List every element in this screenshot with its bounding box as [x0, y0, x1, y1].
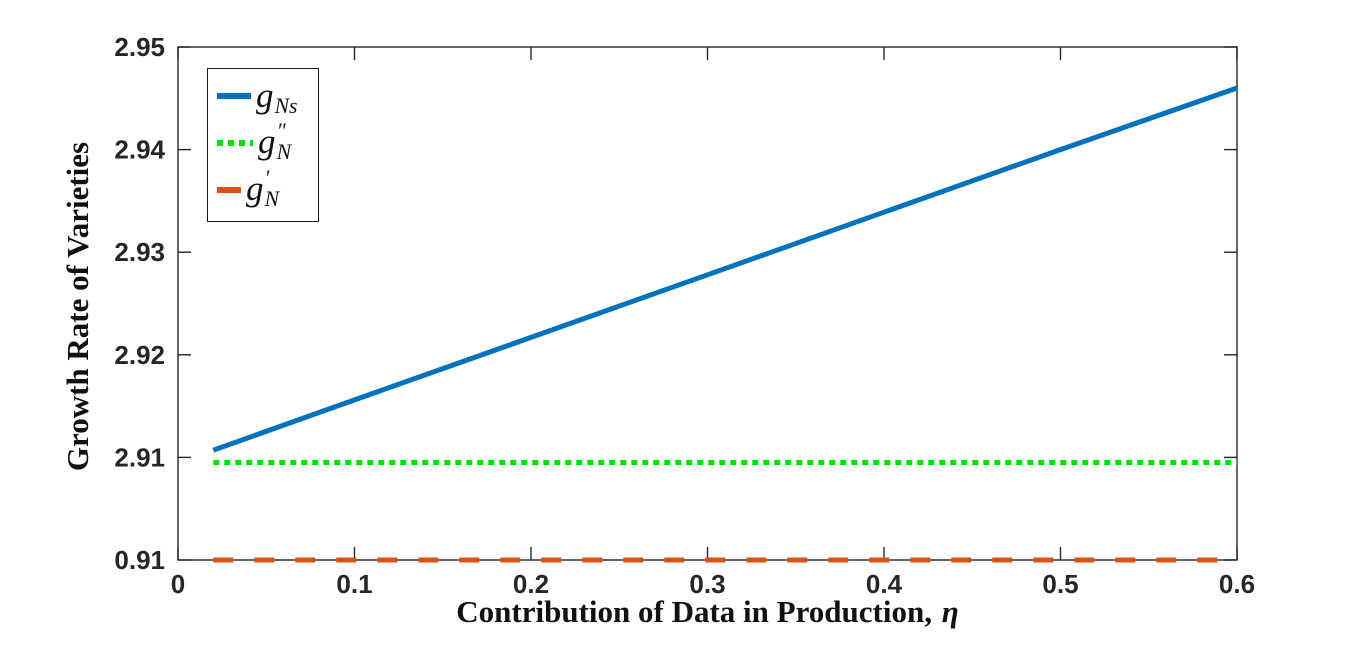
x-tick-label-1: 0.1	[336, 569, 372, 599]
legend-label-gN-double-prime: g ″ N	[258, 119, 292, 165]
legend-item-gNs: g Ns	[217, 73, 316, 119]
legend-label-gNs: g Ns	[256, 75, 298, 118]
axes-box	[177, 46, 1238, 561]
eta-symbol: η	[942, 594, 959, 629]
x-tick-label-2: 0.2	[513, 569, 549, 599]
y-axis-label: Growth Rate of Varieties	[60, 142, 95, 471]
legend-line-sample-solid	[217, 93, 251, 100]
legend-label-gN-prime: g ′ N	[246, 165, 280, 212]
x-axis-label: Contribution of Data in Production, η	[456, 594, 958, 629]
y-tick-label-2: 2.92	[114, 340, 165, 370]
legend-item-gN-double-prime: g ″ N	[217, 120, 316, 166]
legend-line-sample-dashed	[217, 186, 241, 193]
x-tick-label-0: 0	[171, 569, 185, 599]
y-tick-label-1: 2.91	[114, 442, 165, 472]
y-tick-label-3: 2.93	[114, 237, 165, 267]
legend-line-sample-dotted	[217, 139, 253, 146]
y-tick-label-0: 0.91	[114, 545, 165, 575]
y-axis: 0.91 2.91 2.92 2.93 2.94 2.95	[114, 32, 1237, 575]
y-tick-label-5: 2.95	[114, 32, 165, 62]
legend: g Ns g ″ N g ′ N	[207, 68, 319, 222]
x-tick-label-5: 0.5	[1042, 569, 1078, 599]
x-tick-label-4: 0.4	[866, 569, 903, 599]
x-tick-label-6: 0.6	[1219, 569, 1255, 599]
x-axis: 0 0.1 0.2 0.3 0.4 0.5 0.6	[171, 47, 1255, 599]
x-tick-label-3: 0.3	[689, 569, 725, 599]
series-line-gNs	[212, 85, 1238, 453]
y-tick-label-4: 2.94	[114, 135, 165, 165]
legend-item-gN-prime: g ′ N	[217, 167, 316, 213]
